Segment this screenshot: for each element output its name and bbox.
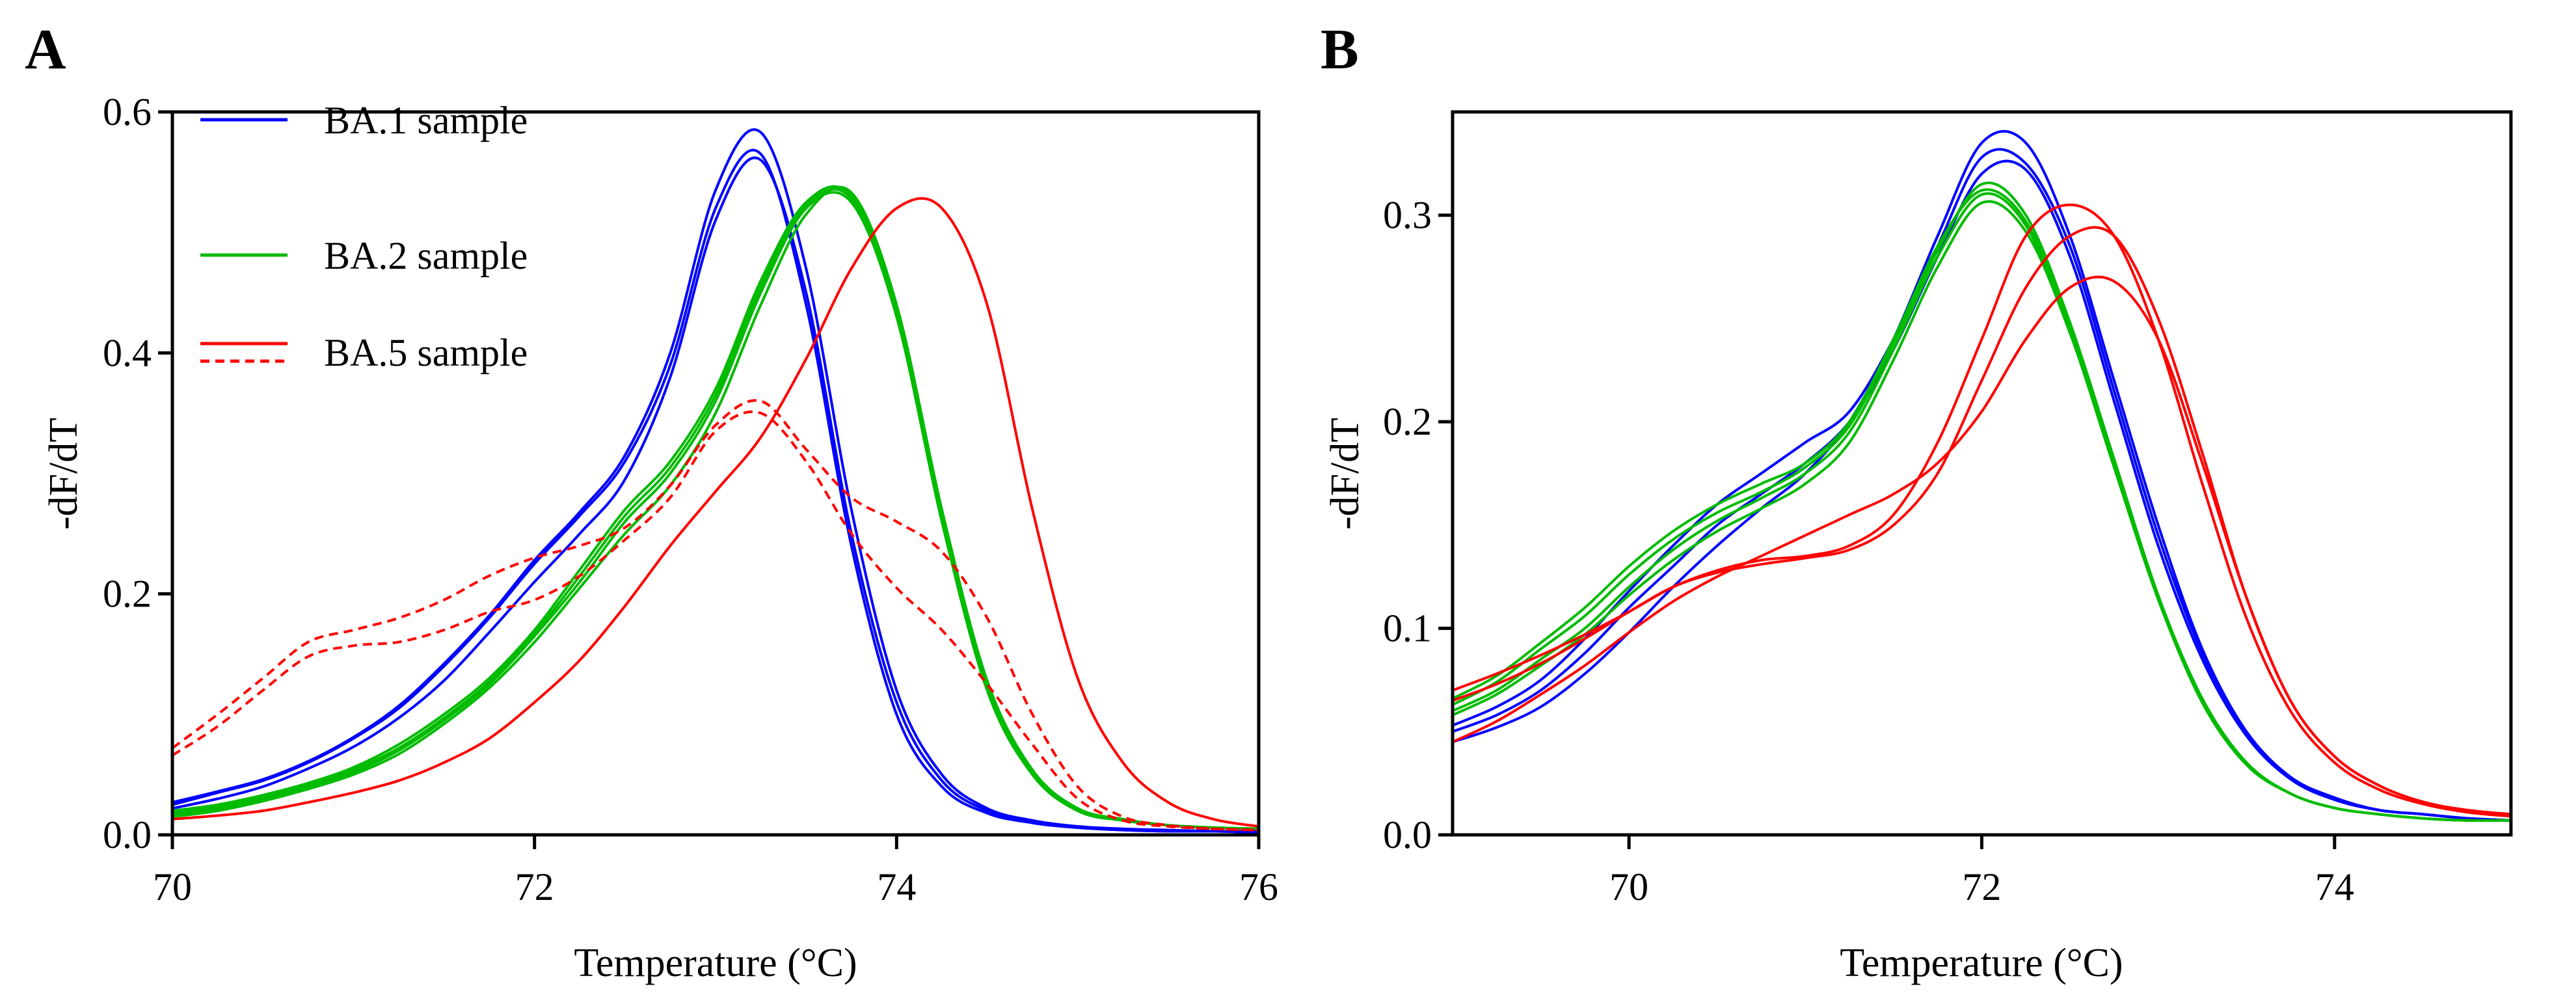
series-line-ba-5-sample-9 — [1453, 275, 2511, 816]
series-line-ba-5-sample-7 — [1453, 203, 2511, 818]
x-tick-label: 72 — [515, 865, 554, 908]
plot-frame — [170, 110, 1261, 837]
series-line-ba-2-sample-5 — [1453, 200, 2511, 822]
series-line-ba-2-sample-3 — [172, 191, 1259, 830]
x-tick-label: 74 — [877, 865, 916, 908]
series-group — [172, 128, 1259, 834]
x-tick-label: 72 — [1963, 865, 2002, 908]
y-axis-label-a: -dF/dT — [42, 418, 86, 530]
panel-b-plot: 70 72 74 0.0 0.1 0.2 0.3 — [1383, 110, 2513, 908]
y-tick-label: 0.3 — [1383, 194, 1432, 237]
y-tick-label: 0.2 — [103, 573, 152, 616]
legend-a: BA.1 sample BA.2 sample BA.5 sample — [200, 99, 528, 374]
panel-label-a: A — [25, 18, 66, 81]
panel-a-plot: 70 72 74 76 0.0 0.2 0.4 0.6 — [103, 90, 1278, 908]
x-tick-label: 74 — [2315, 865, 2354, 908]
panel-label-b: B — [1321, 18, 1359, 81]
series-line-ba-2-sample-5 — [172, 185, 1259, 830]
series-line-ba-5-sample-8 — [1453, 226, 2511, 816]
series-line-ba-1-sample-1 — [172, 128, 1259, 833]
series-line-ba-2-sample-3 — [1453, 192, 2511, 822]
series-line-ba-5-sample-7 — [172, 197, 1259, 828]
legend-label-ba1: BA.1 sample — [324, 99, 528, 142]
legend-label-ba5: BA.5 sample — [324, 331, 528, 374]
legend-label-ba2: BA.2 sample — [324, 234, 528, 277]
x-axis-label-a: Temperature (°C) — [574, 941, 857, 985]
series-line-ba-1-sample-0 — [1453, 129, 2511, 822]
series-line-ba-2-sample-4 — [172, 185, 1259, 830]
series-line-ba-5-sample-8 — [172, 399, 1259, 832]
x-tick-label: 70 — [1609, 865, 1648, 908]
y-tick-label: 0.1 — [1383, 607, 1432, 650]
y-axis-label-b: -dF/dT — [1323, 418, 1367, 530]
series-line-ba-2-sample-4 — [1453, 182, 2511, 822]
y-tick-label: 0.0 — [103, 813, 152, 856]
y-tick-label: 0.2 — [1383, 400, 1432, 443]
x-axis-label-b: Temperature (°C) — [1840, 941, 2123, 985]
y-tick-label: 0.4 — [103, 331, 152, 374]
series-line-ba-1-sample-2 — [172, 156, 1259, 834]
plot-frame — [1451, 110, 2513, 837]
series-line-ba-2-sample-6 — [1453, 188, 2511, 822]
series-group — [1453, 129, 2511, 822]
x-tick-label: 76 — [1239, 865, 1278, 908]
x-tick-label: 70 — [153, 865, 192, 908]
series-line-ba-1-sample-1 — [1453, 159, 2511, 822]
y-tick-label: 0.6 — [103, 90, 152, 133]
y-tick-label: 0.0 — [1383, 813, 1432, 856]
series-line-ba-1-sample-2 — [1453, 148, 2511, 822]
series-line-ba-2-sample-6 — [172, 187, 1259, 830]
series-line-ba-5-sample-9 — [172, 410, 1259, 832]
